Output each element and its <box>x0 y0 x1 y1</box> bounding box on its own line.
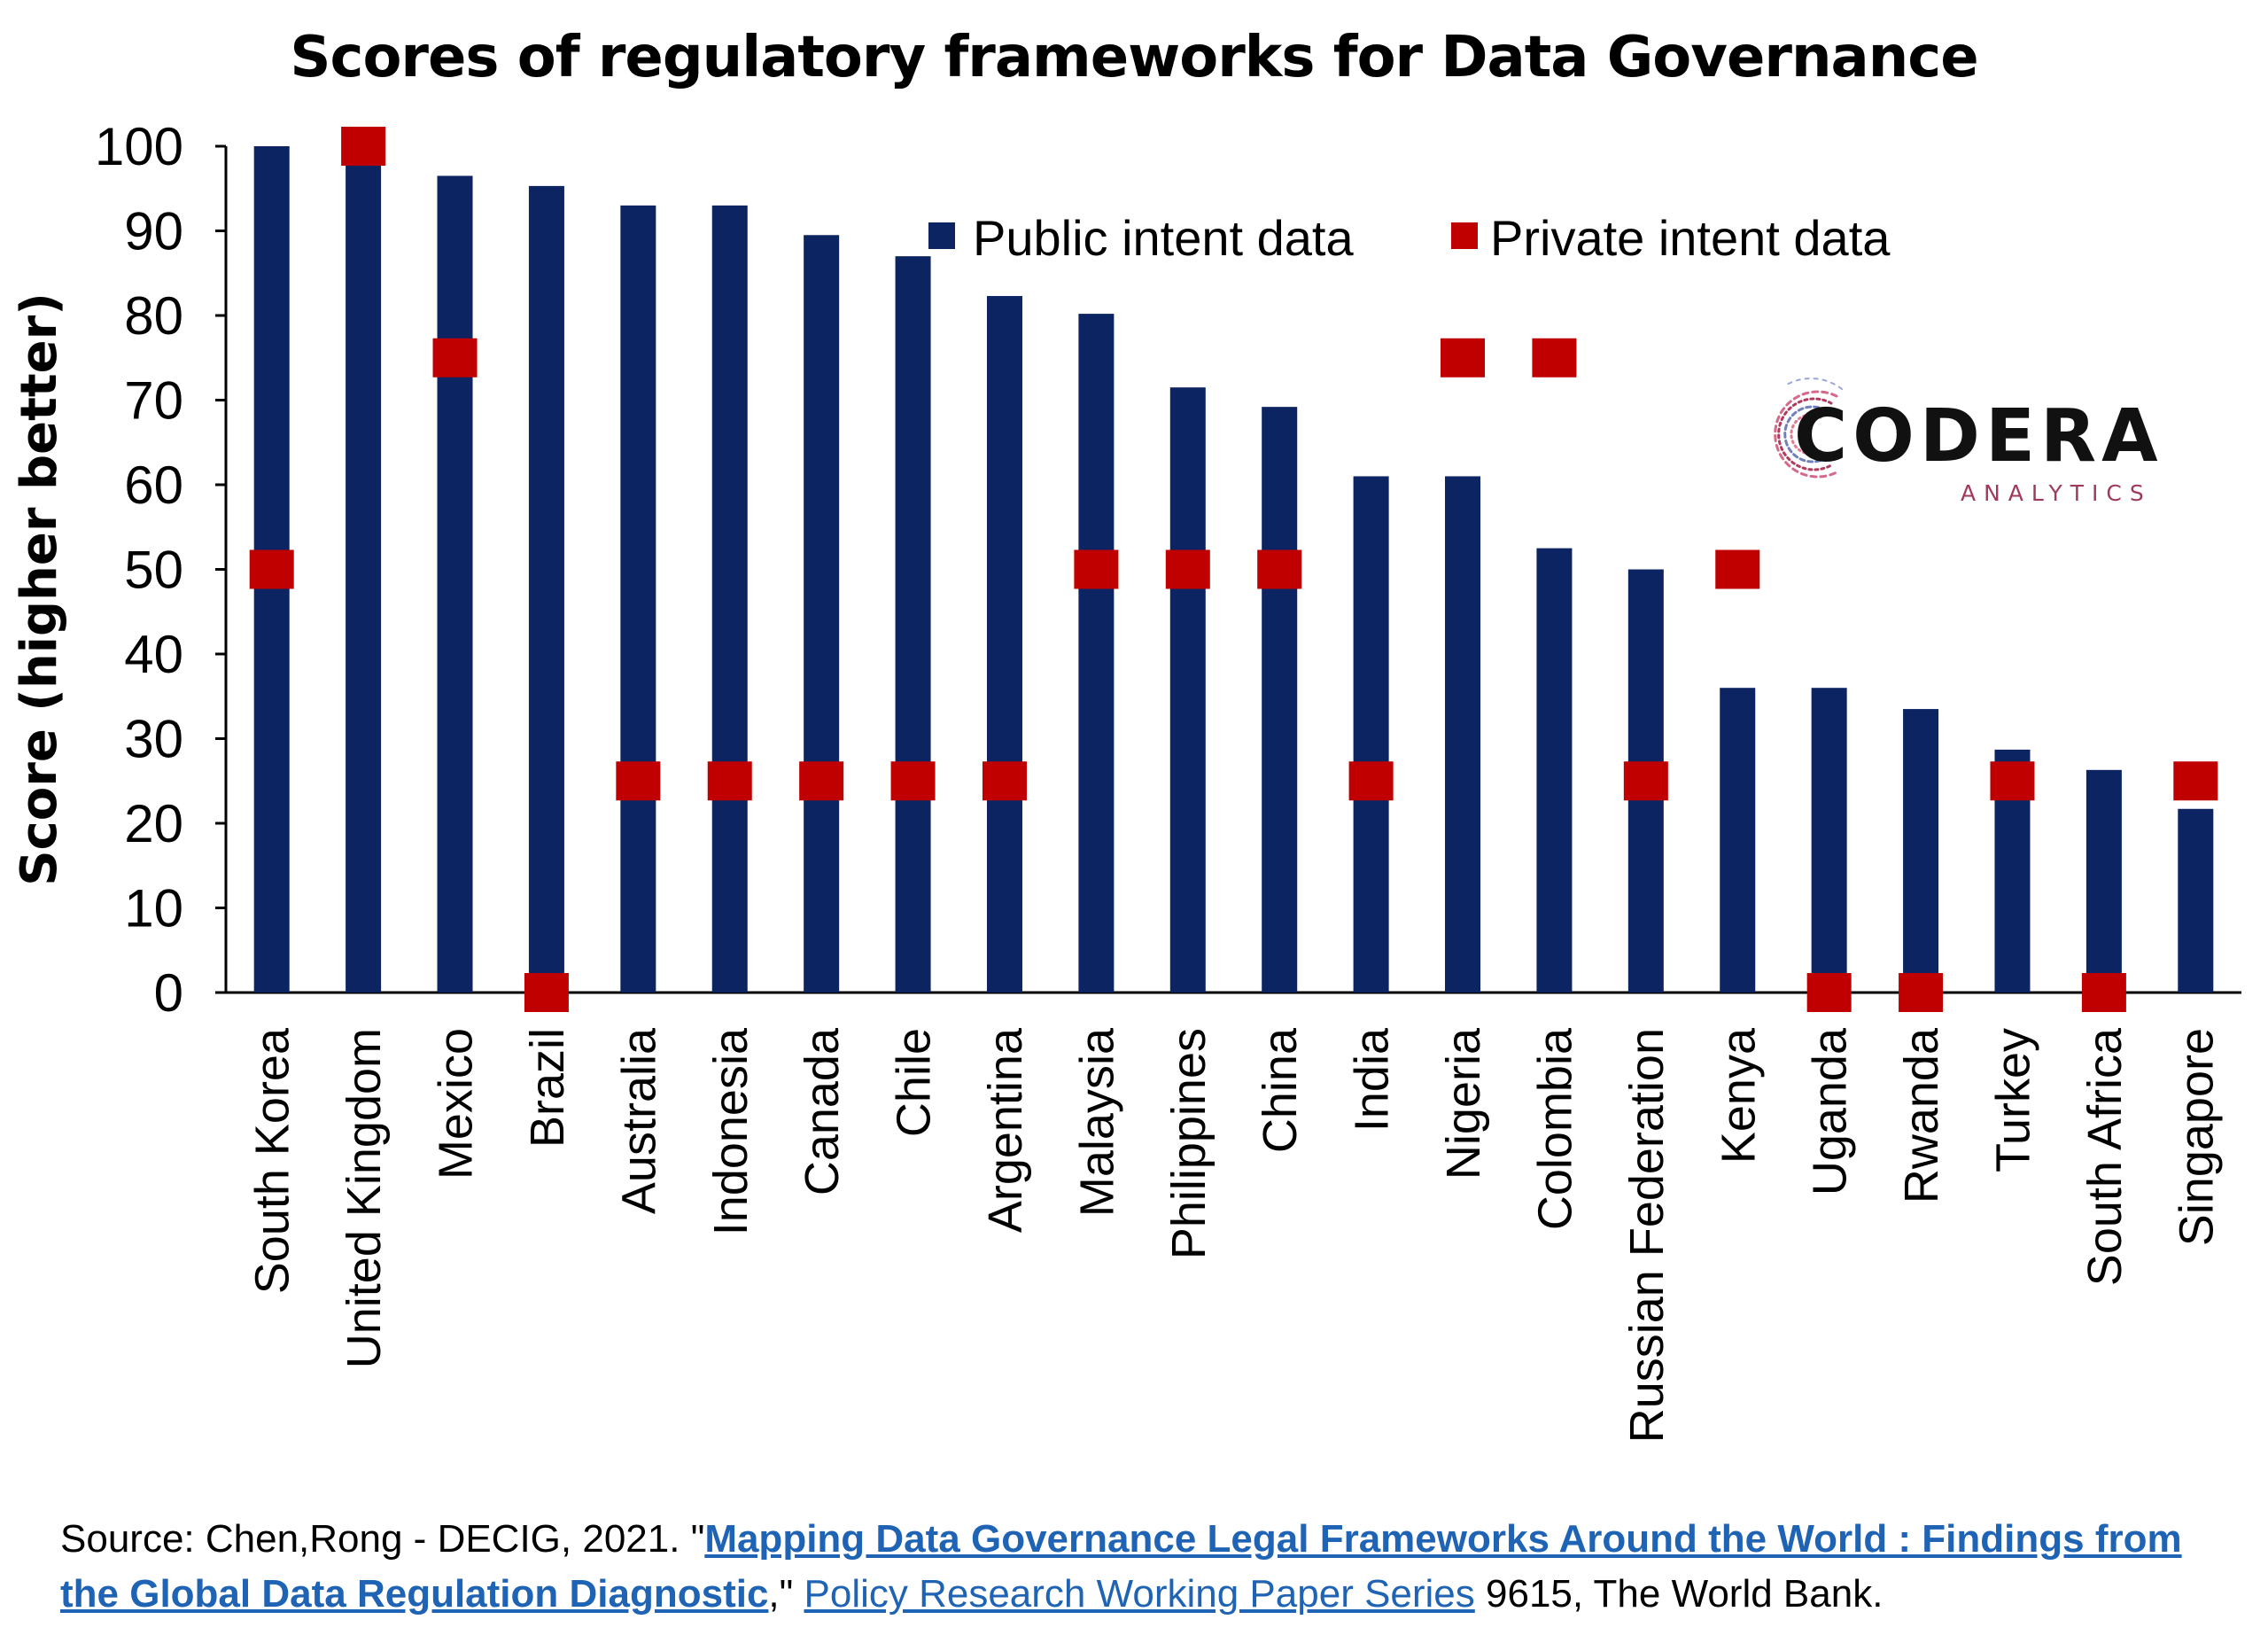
marker-private-intent <box>1715 549 1760 589</box>
marker-private-intent <box>1257 549 1302 589</box>
x-category-label: Turkey <box>1986 1028 2039 1172</box>
legend-swatch-public <box>928 222 955 249</box>
marker-private-intent <box>1899 973 1944 1012</box>
y-tick-label: 80 <box>124 286 183 346</box>
x-category-label: India <box>1346 1027 1399 1132</box>
marker-private-intent <box>1623 761 1668 801</box>
y-tick-label: 10 <box>124 879 183 938</box>
marker-private-intent <box>707 761 752 801</box>
y-tick-label: 70 <box>124 371 183 431</box>
marker-private-intent <box>249 549 294 589</box>
y-ticks-layer: 0 10 20 30 40 50 60 70 80 90 100 <box>95 117 226 1023</box>
codera-logo: CODERA ANALYTICS <box>1759 377 2184 518</box>
marker-private-intent <box>1165 549 1210 589</box>
x-category-label: Philippines <box>1162 1028 1216 1259</box>
bar-public-intent <box>528 185 564 993</box>
source-series-link[interactable]: Policy Research Working Paper Series <box>804 1572 1475 1616</box>
bars-layer <box>253 146 2214 993</box>
marker-private-intent <box>799 761 844 801</box>
logo-wordmark: CODERA <box>1794 394 2163 479</box>
legend-label-public: Public intent data <box>973 210 1354 266</box>
y-tick-label: 100 <box>95 117 183 176</box>
marker-private-intent <box>432 338 478 378</box>
chart-plot: 0 10 20 30 40 50 60 70 80 90 100 South Korea United… <box>11 117 2241 1443</box>
bar-public-intent <box>1169 387 1206 993</box>
y-tick-label: 40 <box>124 625 183 684</box>
y-tick-label: 90 <box>124 202 183 261</box>
bar-public-intent <box>1353 476 1389 993</box>
y-axis-label: Score (higher better) <box>11 292 68 886</box>
x-category-label: Australia <box>612 1027 665 1214</box>
logo-subtitle: ANALYTICS <box>1961 480 2152 506</box>
logo-swirl-icon <box>1774 378 1843 479</box>
bar-public-intent <box>437 175 473 993</box>
y-tick-label: 0 <box>154 963 183 1023</box>
y-tick-label: 30 <box>124 710 183 769</box>
bar-public-intent <box>804 235 840 993</box>
source-suffix: 9615, The World Bank. <box>1474 1572 1884 1616</box>
x-category-label: China <box>1254 1027 1307 1153</box>
bar-public-intent <box>986 296 1022 993</box>
bar-public-intent <box>1078 314 1115 993</box>
marker-private-intent <box>524 973 569 1012</box>
marker-private-intent <box>1348 761 1394 801</box>
source-title-link[interactable]: Mapping Data Governance Legal Frameworks… <box>60 1517 2182 1616</box>
legend-swatch-private <box>1451 222 1478 249</box>
marker-private-intent <box>1441 338 1486 378</box>
x-category-label: Canada <box>796 1027 849 1195</box>
marker-private-intent <box>2173 761 2218 801</box>
x-category-label: Argentina <box>979 1027 1032 1233</box>
source-mid: ," <box>768 1572 804 1616</box>
marker-private-intent <box>982 761 1027 801</box>
x-labels-layer: South Korea United Kingdom Mexico Brazil Aus… <box>246 1027 2224 1443</box>
x-category-label: South Africa <box>2078 1027 2132 1286</box>
x-category-label: Rwanda <box>1895 1027 1948 1203</box>
source-prefix: Source: Chen,Rong - DECIG, 2021. " <box>60 1517 705 1561</box>
y-tick-label: 50 <box>124 541 183 600</box>
x-category-label: Malaysia <box>1070 1027 1123 1217</box>
bar-public-intent <box>1720 688 1756 993</box>
x-category-label: Chile <box>888 1028 941 1137</box>
marker-private-intent <box>2081 973 2126 1012</box>
legend-label-private: Private intent data <box>1490 210 1891 266</box>
bar-public-intent <box>620 205 656 993</box>
marker-private-intent <box>616 761 661 801</box>
x-category-label: Russian Federation <box>1620 1028 1674 1443</box>
x-category-label: Nigeria <box>1437 1027 1490 1180</box>
bar-public-intent <box>2178 808 2214 993</box>
axis-layer <box>224 146 2241 994</box>
bar-public-intent <box>1445 476 1481 993</box>
marker-private-intent <box>341 127 386 166</box>
bar-public-intent <box>1262 407 1298 993</box>
chart-title: Scores of regulatory frameworks for Data… <box>290 25 1978 90</box>
bar-public-intent <box>711 205 748 993</box>
marker-private-intent <box>1990 761 2035 801</box>
x-category-label: Mexico <box>430 1028 483 1180</box>
x-category-label: South Korea <box>246 1027 299 1294</box>
marker-private-intent <box>890 761 936 801</box>
bar-public-intent <box>346 163 382 993</box>
x-category-label: Indonesia <box>704 1027 757 1235</box>
bar-public-intent <box>2085 769 2122 993</box>
legend: Public intent data Private intent data <box>928 210 1891 266</box>
x-category-label: Kenya <box>1712 1027 1765 1164</box>
x-category-label: Singapore <box>2170 1028 2223 1246</box>
source-note: Source: Chen,Rong - DECIG, 2021. "Mappin… <box>60 1512 2204 1622</box>
x-category-label: Brazil <box>521 1028 574 1148</box>
markers-layer <box>249 127 2218 1012</box>
bar-public-intent <box>1536 548 1573 993</box>
bar-public-intent <box>1903 709 1939 993</box>
x-category-label: Colombia <box>1528 1027 1581 1230</box>
marker-private-intent <box>1532 338 1577 378</box>
bar-public-intent <box>1811 688 1847 993</box>
marker-private-intent <box>1806 973 1852 1012</box>
marker-private-intent <box>1074 549 1119 589</box>
y-tick-label: 20 <box>124 794 183 853</box>
x-category-label: Uganda <box>1804 1027 1857 1195</box>
x-category-label: United Kingdom <box>338 1028 391 1368</box>
y-tick-label: 60 <box>124 456 183 515</box>
bar-public-intent <box>895 256 931 993</box>
